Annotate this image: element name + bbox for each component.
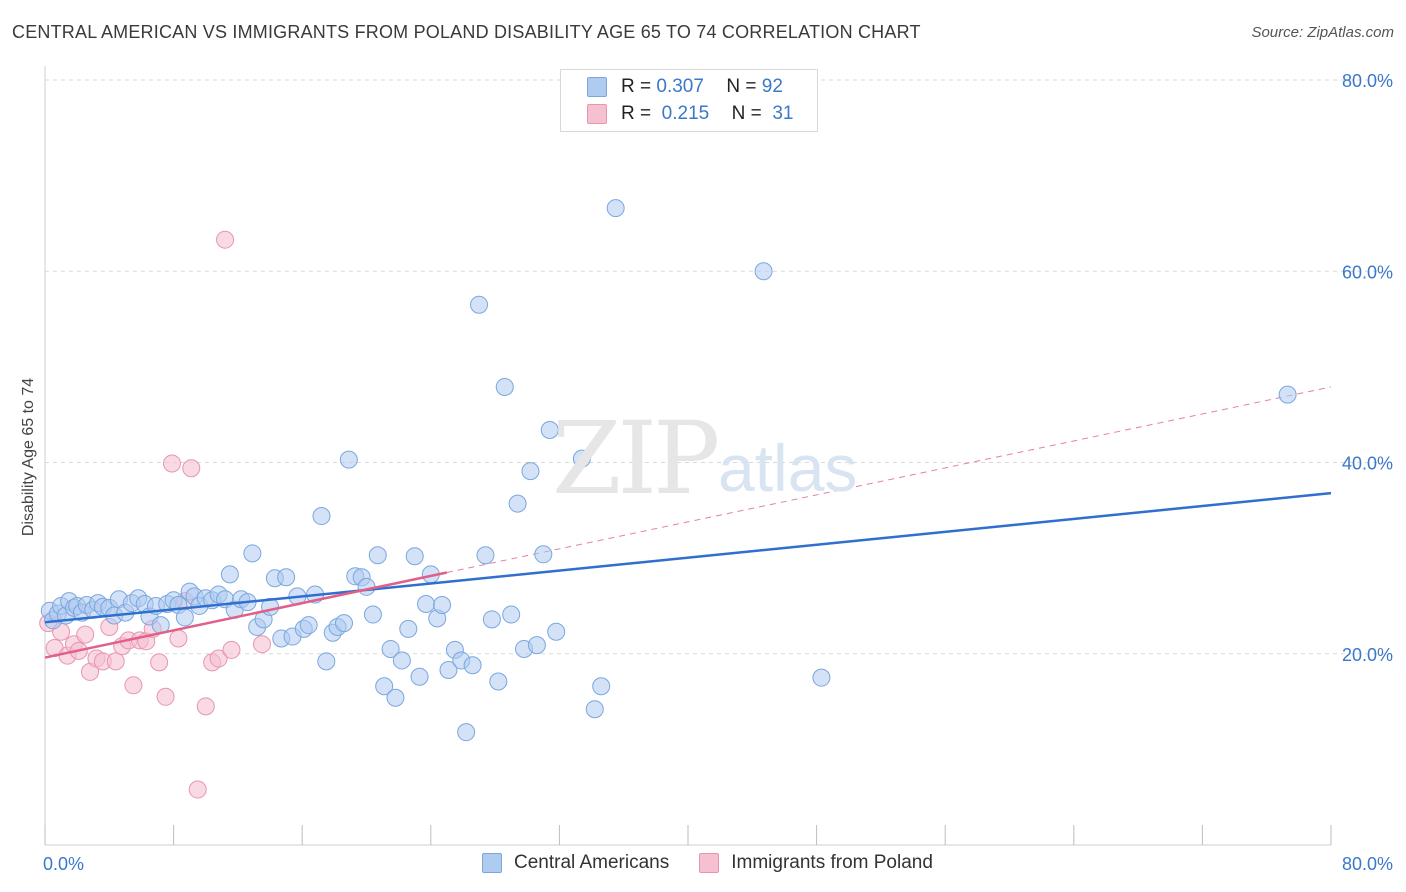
grid-lines <box>45 79 1392 655</box>
legend-row-poland: R = 0.215 N = 31 <box>587 102 793 126</box>
central-americans-point <box>312 507 331 526</box>
pink-swatch-icon <box>699 853 720 873</box>
central-americans-point <box>357 577 376 596</box>
y-axis-title: Disability Age 65 to 74 <box>20 378 37 536</box>
series-poland-points <box>39 230 272 799</box>
central-americans-point <box>527 636 546 655</box>
central-americans-point <box>243 544 262 563</box>
trend-lines-top <box>44 491 1332 659</box>
central-americans-point <box>502 605 521 624</box>
central-americans-point <box>317 652 336 671</box>
central-americans-point <box>277 568 296 587</box>
legend-r-value: 0.307 <box>656 76 704 97</box>
central-americans-point <box>812 668 831 687</box>
source-label: Source: ZipAtlas.com <box>1251 24 1394 41</box>
poland-point <box>124 676 143 695</box>
legend-item-central-americans: Central Americans <box>482 852 669 874</box>
watermark-atlas: atlas <box>718 431 858 505</box>
central-americans-point <box>476 546 495 565</box>
central-americans-point <box>433 595 452 614</box>
series-central-americans-points <box>40 199 1297 742</box>
y-tick-label: 60.0% <box>1342 262 1393 282</box>
watermark-zip: ZIP <box>552 400 720 517</box>
central-americans-point <box>386 688 405 707</box>
central-americans-point <box>495 377 514 396</box>
tick-labels: 20.0% 40.0% 60.0% 80.0% 0.0% 80.0% <box>43 71 1393 874</box>
central-americans-point <box>381 639 400 658</box>
central-americans-point <box>470 295 489 314</box>
y-tick-label: 40.0% <box>1342 454 1393 474</box>
central-americans-point <box>606 199 625 218</box>
poland-point <box>222 640 241 659</box>
poland-trend-line <box>44 571 448 659</box>
poland-point <box>150 653 169 672</box>
central-americans-point <box>392 651 411 670</box>
chart-title: CENTRAL AMERICAN VS IMMIGRANTS FROM POLA… <box>12 22 921 42</box>
blue-swatch-icon <box>587 77 607 97</box>
central-americans-point <box>439 661 458 680</box>
poland-point <box>162 454 181 473</box>
central-americans-point <box>754 262 773 281</box>
blue-swatch-icon <box>482 853 502 873</box>
central-americans-point <box>534 545 553 564</box>
central-americans-point <box>299 616 318 635</box>
legend-item-poland: Immigrants from Poland <box>699 852 933 874</box>
stats-legend: R = 0.307 N = 92 R = 0.215 N = 31 <box>560 69 818 132</box>
central-americans-point <box>572 449 591 468</box>
y-tick-label: 80.0% <box>1342 71 1393 91</box>
poland-point <box>76 625 95 644</box>
legend-label: Immigrants from Poland <box>731 852 933 873</box>
central-americans-point <box>399 619 418 638</box>
poland-point <box>188 780 207 799</box>
central-americans-point <box>489 672 508 691</box>
central-americans-point <box>1278 385 1297 404</box>
series-legend: Central Americans Immigrants from Poland <box>482 852 963 874</box>
legend-n-label: N = <box>731 103 762 124</box>
y-tick-label: 20.0% <box>1342 645 1393 665</box>
legend-r-label: R = <box>621 76 652 97</box>
x-tick-label: 80.0% <box>1342 854 1393 874</box>
legend-row-central-americans: R = 0.307 N = 92 <box>587 75 783 99</box>
central-americans-point <box>592 677 611 696</box>
x-tick-label: 0.0% <box>43 854 84 874</box>
poland-point <box>196 697 215 716</box>
central-americans-point <box>508 494 527 513</box>
central-americans-point <box>521 462 540 481</box>
poland-point <box>182 459 201 478</box>
central-americans-point <box>334 614 353 633</box>
poland-point <box>169 629 188 648</box>
central-americans-point <box>482 610 501 629</box>
legend-r-value: 0.215 <box>661 103 710 124</box>
central-americans-point <box>585 700 604 719</box>
central-americans-point <box>405 547 424 566</box>
legend-n-value: 92 <box>761 76 783 97</box>
axes <box>44 66 1332 846</box>
central-americans-point <box>175 608 194 627</box>
legend-r-label: R = <box>621 103 652 124</box>
legend-n-label: N = <box>726 76 757 97</box>
central-americans-point <box>457 723 476 742</box>
central-americans-point <box>220 565 239 584</box>
poland-point <box>106 652 125 671</box>
poland-point <box>209 649 228 668</box>
central-americans-point <box>363 605 382 624</box>
central-americans-point <box>410 667 429 686</box>
poland-trend-extension <box>446 386 1332 573</box>
central-americans-point <box>547 622 566 641</box>
legend-label: Central Americans <box>514 852 670 873</box>
trend-lines <box>446 386 1332 573</box>
central-americans-trend-line <box>44 491 1332 624</box>
poland-point <box>253 635 272 654</box>
central-americans-point <box>463 656 482 675</box>
pink-swatch-icon <box>587 104 607 124</box>
poland-point <box>156 687 175 706</box>
central-americans-point <box>540 420 559 439</box>
poland-point <box>216 230 235 249</box>
central-americans-point <box>416 595 435 614</box>
central-americans-point <box>368 546 387 565</box>
central-americans-point <box>375 677 394 696</box>
legend-n-value: 31 <box>772 103 794 124</box>
central-americans-point <box>339 450 358 469</box>
